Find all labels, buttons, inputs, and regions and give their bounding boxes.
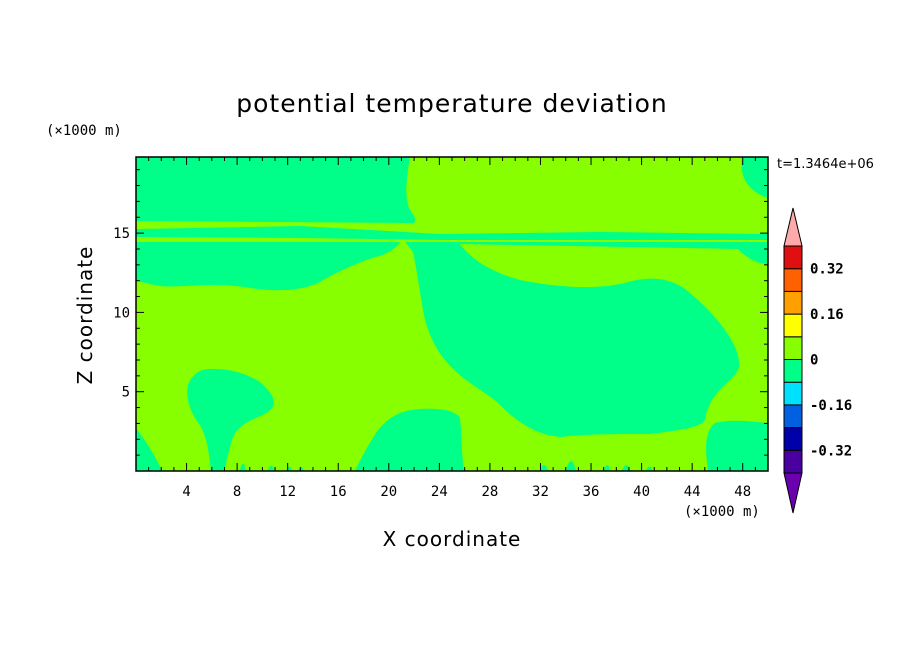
region-bottom-small-spots	[240, 461, 652, 471]
colorbar-segment	[783, 245, 803, 270]
x-tick-label: 32	[532, 484, 549, 500]
colorbar-label: 0.16	[810, 307, 844, 323]
x-tick-label: 44	[684, 484, 701, 500]
y-tick-label: 5	[122, 385, 130, 401]
colorbar-label: 0	[810, 353, 818, 369]
colorbar-under-arrow	[783, 472, 803, 514]
colorbar-over-arrow	[783, 207, 803, 247]
y-unit-label: (×1000 m)	[46, 123, 122, 139]
colorbar-segment	[783, 268, 803, 292]
region-lower-left-blob	[187, 368, 274, 471]
chart-title: potential temperature deviation	[236, 89, 667, 118]
region-thin-layer	[136, 226, 768, 240]
x-tick-label: 20	[380, 484, 397, 500]
region-bottom-center-blob	[355, 408, 464, 471]
colorbar-segment	[783, 404, 803, 429]
x-tick-label: 48	[734, 484, 751, 500]
region-bottom-left-corner	[136, 428, 162, 471]
colorbar-segment	[783, 449, 803, 474]
colorbar-label: -0.32	[810, 443, 852, 459]
x-tick-label: 8	[233, 484, 241, 500]
x-tick-label: 12	[279, 484, 296, 500]
colorbar-segment	[783, 313, 803, 338]
x-axis-label: X coordinate	[383, 527, 522, 551]
x-tick-label: 28	[481, 484, 498, 500]
y-tick-label: 10	[113, 305, 130, 321]
colorbar-segment	[783, 290, 803, 315]
region-upper-right-corner	[741, 157, 768, 198]
colorbar-label: 0.32	[810, 262, 844, 278]
region-large-central-blob	[405, 242, 768, 437]
region-bottom-right-blob	[706, 420, 768, 471]
y-axis-ticks: 5 10 15	[113, 169, 768, 456]
x-tick-label: 40	[633, 484, 650, 500]
x-axis-ticks: 4 8 12 16 20 24 28 32 36 40 44 48	[148, 157, 756, 500]
colorbar: 0.32 0.16 0 -0.16 -0.32	[783, 207, 852, 514]
colorbar-label: -0.16	[810, 398, 852, 414]
colorbar-segment	[783, 336, 803, 360]
time-label: t=1.3464e+06	[777, 157, 874, 172]
x-tick-label: 36	[583, 484, 600, 500]
region-upper-left-band	[136, 157, 416, 223]
y-axis-label: Z coordinate	[73, 246, 97, 385]
colorbar-segment	[783, 381, 803, 406]
region-mid-left-band	[136, 242, 400, 291]
colorbar-segment	[783, 427, 803, 451]
x-tick-label: 24	[431, 484, 448, 500]
x-unit-label: (×1000 m)	[684, 504, 760, 520]
x-tick-label: 16	[330, 484, 347, 500]
x-tick-label: 4	[182, 484, 190, 500]
y-tick-label: 15	[113, 226, 130, 242]
colorbar-segment	[783, 359, 803, 383]
